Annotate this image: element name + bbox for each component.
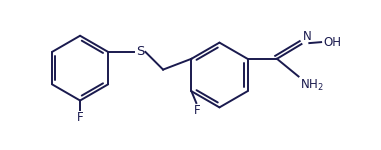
Text: S: S — [137, 45, 145, 58]
Text: F: F — [77, 111, 83, 124]
Text: N: N — [303, 30, 311, 43]
Text: OH: OH — [323, 36, 341, 49]
Text: NH$_2$: NH$_2$ — [299, 77, 323, 93]
Text: F: F — [194, 104, 201, 117]
